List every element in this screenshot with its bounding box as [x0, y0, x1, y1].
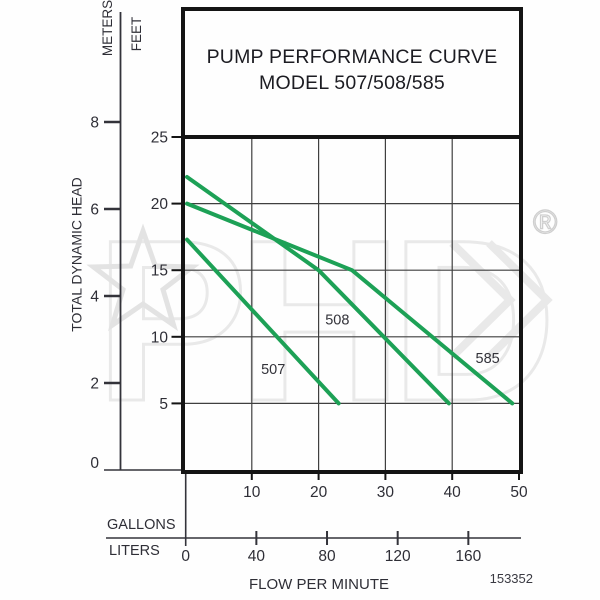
liters-tick-label: 80	[318, 548, 336, 565]
curve-label-508: 508	[325, 312, 349, 328]
chart-title-block: PUMP PERFORMANCE CURVE MODEL 507/508/585	[185, 44, 519, 96]
gallons-axis-title: GALLONS	[107, 517, 176, 533]
curve-label-507: 507	[261, 362, 285, 378]
watermark-chevron-icon	[449, 240, 516, 360]
meters-tick-label: 6	[90, 202, 99, 219]
liters-tick-label: 40	[248, 548, 266, 565]
gallons-tick-label: 50	[510, 484, 528, 501]
meters-tick-label: 0	[90, 455, 99, 472]
x-axis-title: FLOW PER MINUTE	[248, 576, 389, 593]
feet-tick-label: 10	[151, 329, 169, 346]
curve-label-585: 585	[476, 351, 500, 367]
feet-tick-label: 5	[159, 396, 168, 413]
phd-logo-watermark: PHD ®	[86, 191, 561, 451]
meters-tick-label: 8	[90, 115, 99, 132]
gallons-tick-label: 40	[444, 484, 462, 501]
liters-tick-label: 120	[385, 548, 411, 565]
chart-border	[181, 7, 523, 474]
watermark-star-icon	[86, 223, 200, 332]
feet-tick-label: 25	[151, 130, 168, 147]
gallons-tick-label: 30	[377, 484, 395, 501]
meters-axis-title: METERS	[99, 0, 115, 57]
pump-curves	[185, 174, 515, 406]
watermark-chevron-icon	[486, 240, 553, 360]
chart-title: PUMP PERFORMANCE CURVE	[206, 46, 498, 68]
pump-curve-507	[185, 237, 341, 406]
liters-tick-label: 160	[455, 548, 481, 565]
document-number: 153352	[489, 571, 533, 586]
feet-tick-label: 15	[151, 263, 168, 280]
liters-axis-title: LITERS	[109, 543, 160, 559]
y-axis-title: TOTAL DYNAMIC HEAD	[68, 177, 84, 332]
liters-tick-label: 0	[181, 548, 190, 565]
watermark-registered-icon: ®	[533, 203, 557, 240]
outer-border	[181, 7, 523, 474]
feet-axis-title: FEET	[128, 16, 144, 52]
meters-tick-label: 4	[90, 289, 99, 306]
chart-subtitle: MODEL 507/508/585	[259, 72, 445, 94]
feet-tick-label: 20	[151, 196, 169, 213]
gallons-tick-label: 10	[243, 484, 261, 501]
pump-curve-508	[185, 174, 451, 406]
meters-tick-label: 2	[90, 376, 99, 393]
grid-lines	[185, 137, 519, 470]
pump-curve-585	[185, 201, 515, 406]
gallons-tick-label: 20	[310, 484, 328, 501]
curve-labels: 507 508 585	[261, 312, 500, 377]
